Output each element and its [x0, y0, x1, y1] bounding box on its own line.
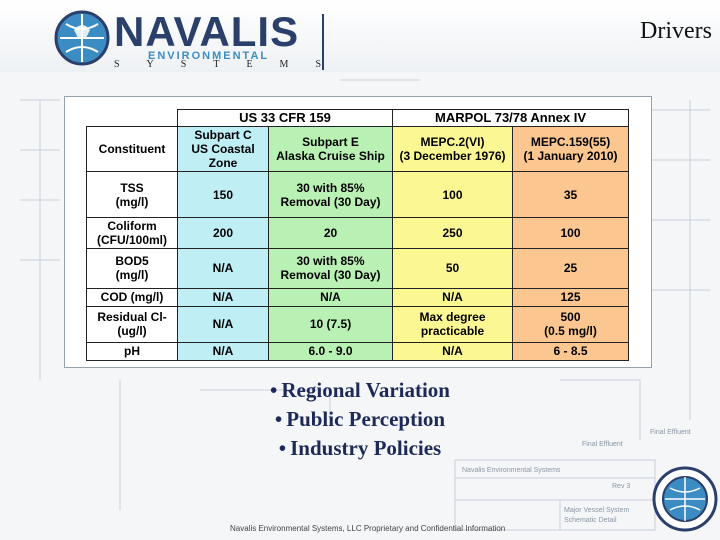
- table-corner: [86, 109, 178, 127]
- cell-constituent: COD (mg/l): [86, 287, 178, 307]
- cell-mepc159: 6 - 8.5: [512, 341, 630, 362]
- header-subpart-e: Subpart E Alaska Cruise Ship: [267, 126, 394, 173]
- cell-mepc2: 50: [392, 247, 514, 289]
- cell-subpart-e: 10 (7.5): [267, 305, 394, 343]
- bullet-item: • Industry Policies: [160, 434, 560, 463]
- cell-subpart-c: N/A: [177, 305, 269, 343]
- cell-mepc159: 35: [512, 171, 630, 219]
- bullet-icon: •: [274, 407, 283, 431]
- cell-subpart-e: N/A: [267, 287, 394, 307]
- cell-constituent: Coliform (CFU/100ml): [86, 217, 178, 249]
- cell-constituent: TSS (mg/l): [86, 171, 178, 219]
- bullet-item: • Regional Variation: [160, 376, 560, 405]
- header-band: [0, 0, 720, 72]
- cell-subpart-e: 30 with 85% Removal (30 Day): [267, 247, 394, 289]
- svg-text:Navalis Environmental Systems: Navalis Environmental Systems: [462, 467, 561, 474]
- regulation-table: US 33 CFR 159 MARPOL 73/78 Annex IV Cons…: [86, 108, 630, 362]
- cell-subpart-c: 150: [177, 171, 269, 219]
- cell-mepc2: N/A: [392, 287, 514, 307]
- cell-subpart-c: N/A: [177, 247, 269, 289]
- header-subpart-c: Subpart C US Coastal Zone: [177, 126, 269, 173]
- logo-wordmark: NAVALIS: [114, 8, 300, 55]
- cell-mepc2: N/A: [392, 341, 514, 362]
- cell-mepc159: 125: [512, 287, 630, 307]
- svg-text:Final Effluent: Final Effluent: [650, 429, 691, 436]
- bullet-text: Regional Variation: [281, 378, 450, 402]
- cell-subpart-c: N/A: [177, 341, 269, 362]
- logo-tagline: ENVIRONMENTAL: [148, 50, 270, 62]
- bullet-item: • Public Perception: [160, 405, 560, 434]
- table-row: COD (mg/l) N/A N/A N/A 125: [86, 287, 630, 307]
- cell-mepc159: 100: [512, 217, 630, 249]
- cell-mepc159: 25: [512, 247, 630, 289]
- cell-subpart-c: 200: [177, 217, 269, 249]
- cell-constituent: Residual Cl- (ug/l): [86, 305, 178, 343]
- cell-mepc2: Max degree practicable: [392, 305, 514, 343]
- header-constituent: Constituent: [86, 126, 178, 173]
- header-divider: [322, 14, 324, 70]
- table-row: Residual Cl- (ug/l) N/A 10 (7.5) Max deg…: [86, 305, 630, 343]
- svg-text:Schematic Detail: Schematic Detail: [564, 517, 617, 524]
- bullet-icon: •: [278, 436, 287, 460]
- bullet-list: • Regional Variation • Public Perception •…: [160, 376, 560, 463]
- cell-mepc2: 100: [392, 171, 514, 219]
- cell-constituent: pH: [86, 341, 178, 362]
- slide-title: Drivers: [640, 18, 712, 44]
- table-row: pH N/A 6.0 - 9.0 N/A 6 - 8.5: [86, 341, 630, 362]
- svg-text:Major Vessel System: Major Vessel System: [564, 507, 630, 514]
- navalis-emblem-icon: [652, 466, 718, 532]
- footer-text: Navalis Environmental Systems, LLC Propr…: [230, 524, 506, 533]
- header-mepc2: MEPC.2(VI) (3 December 1976): [392, 126, 514, 173]
- group-header-marpol: MARPOL 73/78 Annex IV: [392, 108, 630, 128]
- logo-systems: SYSTEMS: [114, 59, 349, 70]
- cell-subpart-e: 6.0 - 9.0: [267, 341, 394, 362]
- header-mepc159: MEPC.159(55) (1 January 2010): [512, 126, 630, 173]
- table-row: TSS (mg/l) 150 30 with 85% Removal (30 D…: [86, 171, 630, 219]
- table-row: BOD5 (mg/l) N/A 30 with 85% Removal (30 …: [86, 247, 630, 289]
- company-logo: NAVALIS ENVIRONMENTAL SYSTEMS: [48, 6, 321, 70]
- cell-constituent: BOD5 (mg/l): [86, 247, 178, 289]
- svg-text:Rev 3: Rev 3: [612, 483, 630, 490]
- table-row: Coliform (CFU/100ml) 200 20 250 100: [86, 217, 630, 249]
- group-header-us: US 33 CFR 159: [176, 108, 394, 128]
- svg-text:Final Effluent: Final Effluent: [582, 441, 623, 448]
- cell-subpart-c: N/A: [177, 287, 269, 307]
- cell-mepc2: 250: [392, 217, 514, 249]
- bullet-text: Public Perception: [286, 407, 446, 431]
- cell-mepc159: 500 (0.5 mg/l): [512, 305, 630, 343]
- logo-globe-icon: [54, 10, 110, 66]
- cell-subpart-e: 30 with 85% Removal (30 Day): [267, 171, 394, 219]
- bullet-icon: •: [270, 378, 278, 402]
- bullet-text: Industry Policies: [290, 436, 442, 460]
- cell-subpart-e: 20: [267, 217, 394, 249]
